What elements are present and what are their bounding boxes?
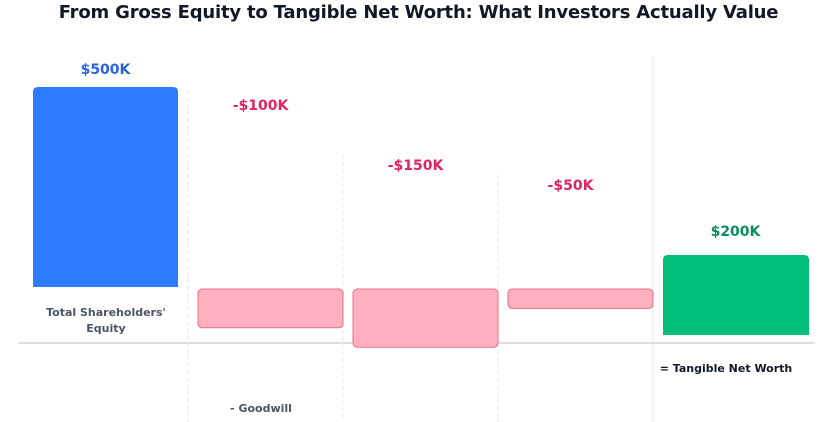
data-label: -$150K	[388, 158, 445, 174]
bar-decrease	[507, 288, 654, 309]
bar-total	[663, 255, 809, 335]
category-label: Total Shareholders' Equity	[46, 306, 166, 335]
bar-start	[33, 87, 178, 287]
category-label: = Tangible Net Worth	[660, 362, 793, 375]
data-label: -$50K	[548, 178, 595, 194]
bar-decrease	[197, 288, 344, 329]
data-label: -$100K	[233, 98, 290, 114]
data-label: $500K	[81, 62, 132, 78]
data-label: $200K	[711, 224, 762, 240]
chart-title: From Gross Equity to Tangible Net Worth:…	[58, 2, 779, 23]
bar-decrease	[352, 288, 499, 348]
category-label: - Goodwill	[230, 402, 292, 415]
